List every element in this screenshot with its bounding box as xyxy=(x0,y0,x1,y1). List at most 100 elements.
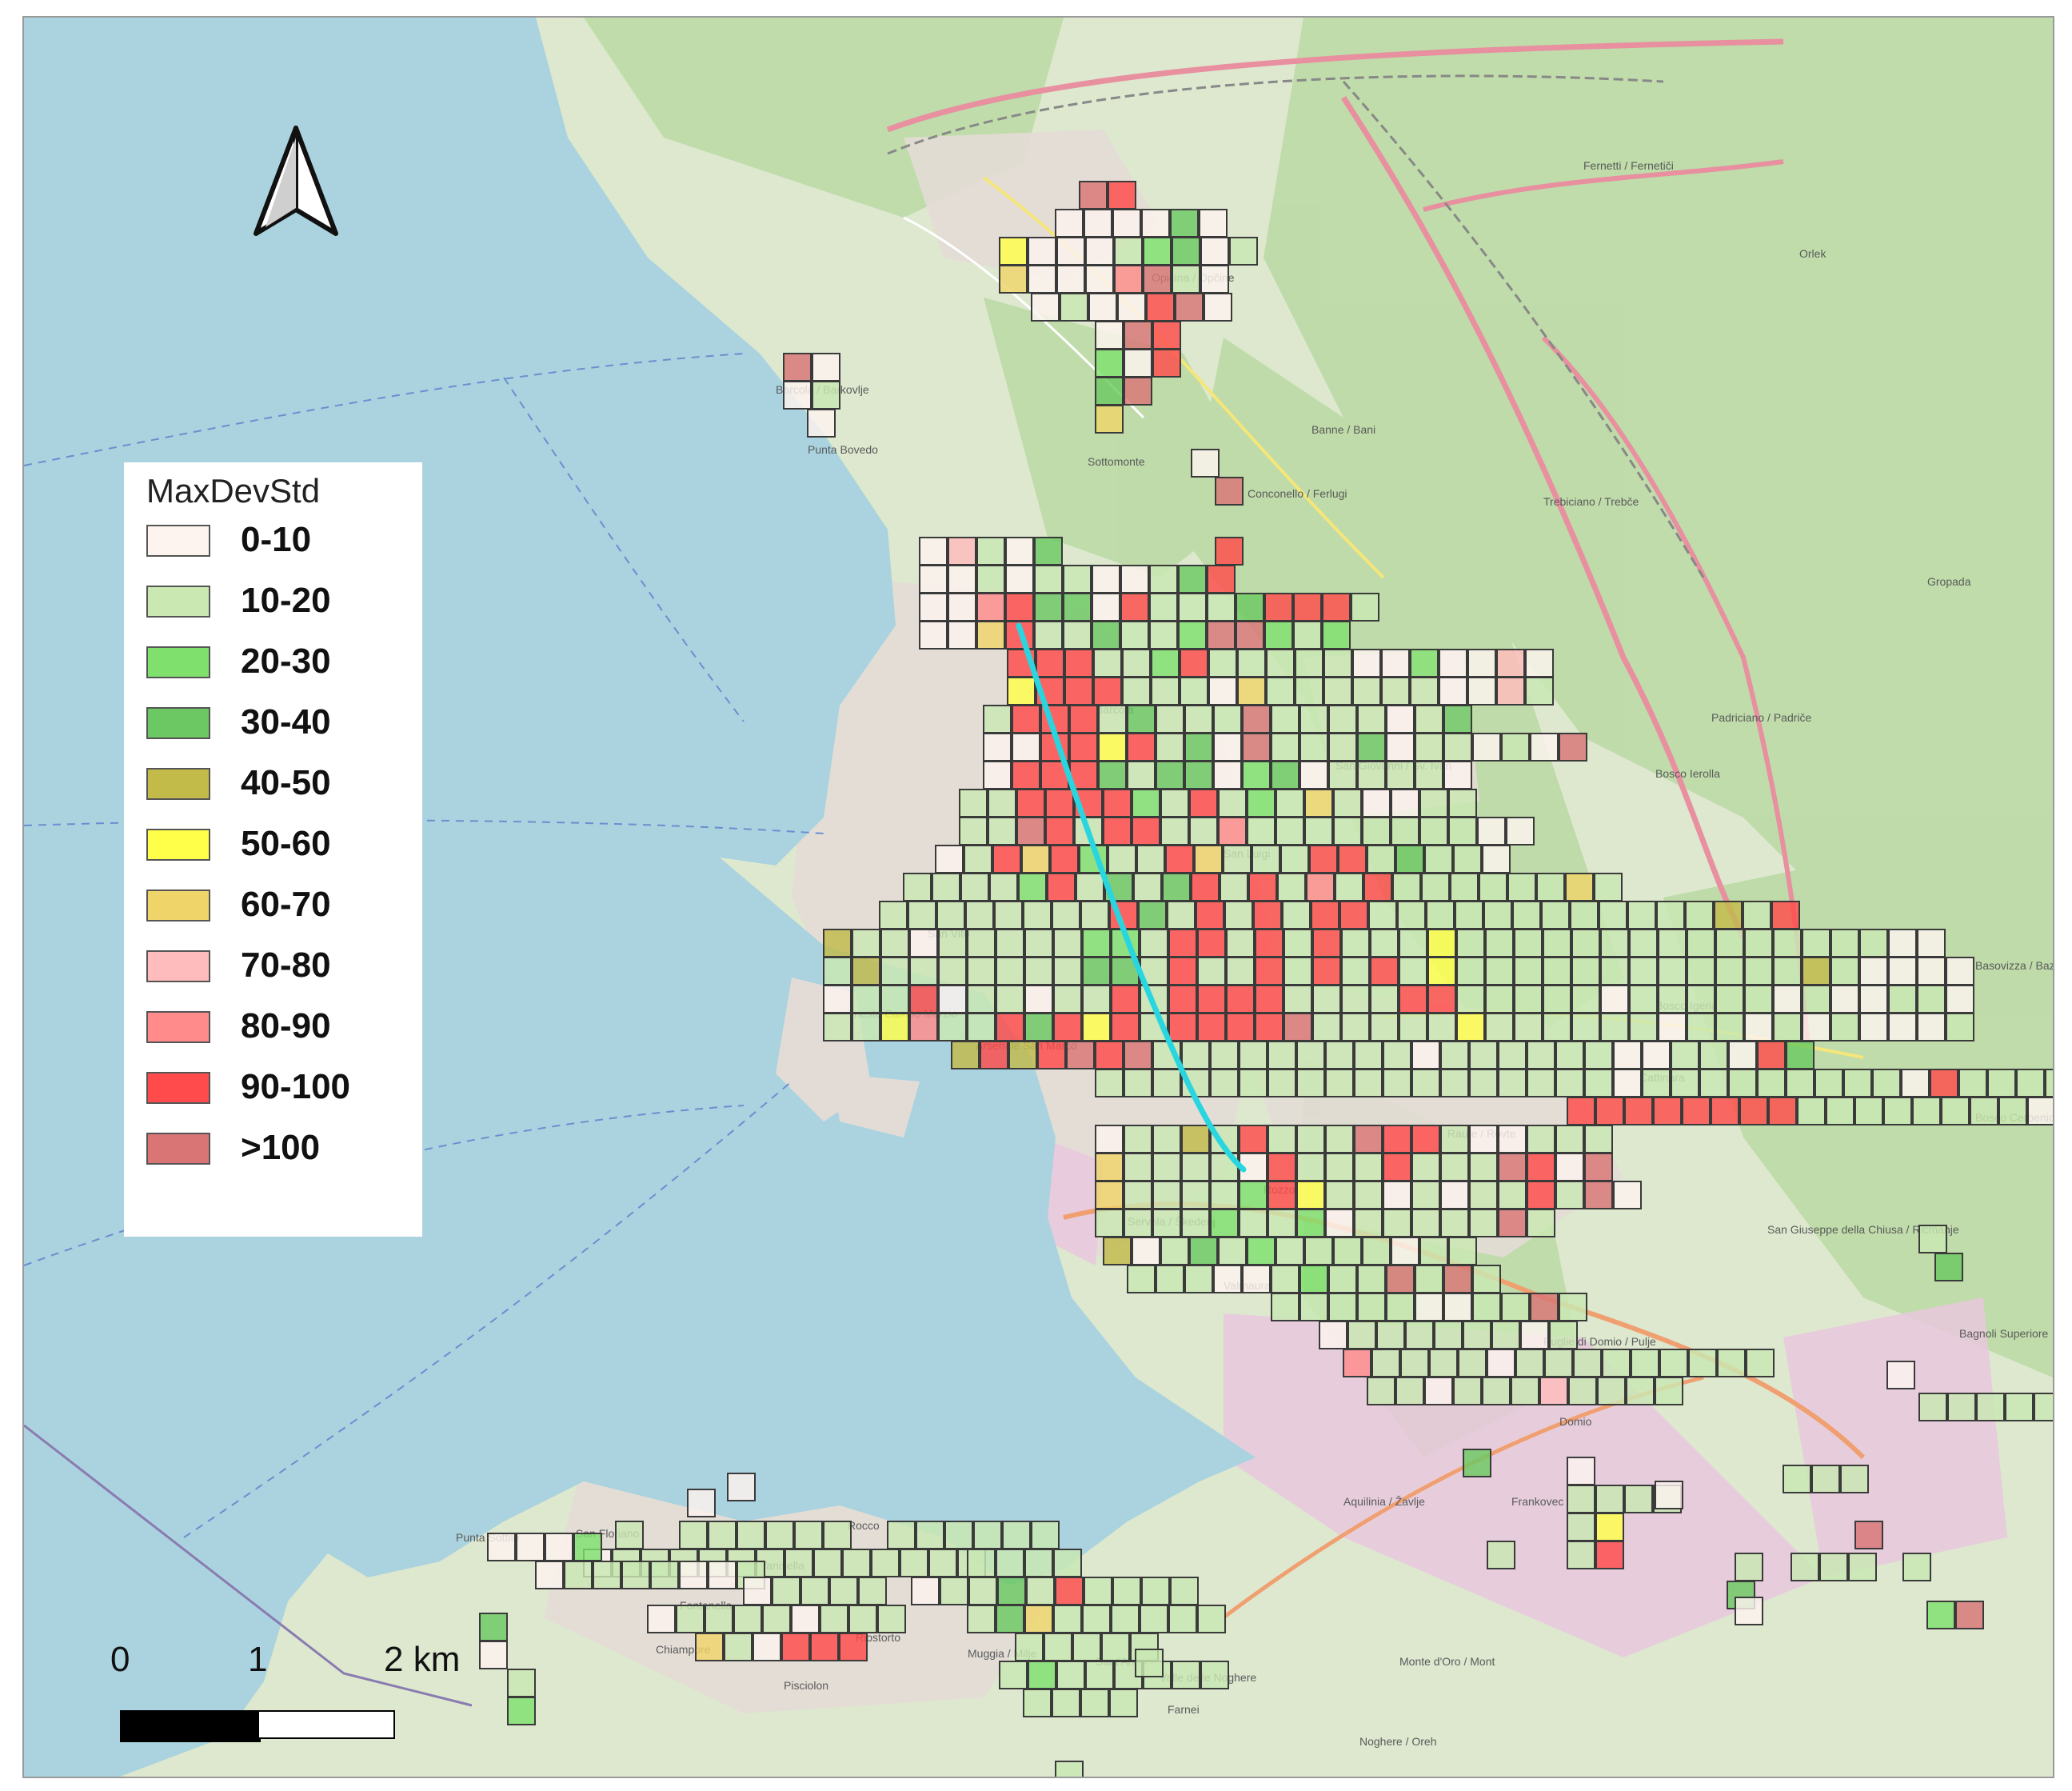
grid-cell xyxy=(1284,1013,1312,1041)
grid-cell xyxy=(1136,845,1165,874)
grid-cell xyxy=(647,1605,676,1633)
grid-cell xyxy=(762,1605,791,1633)
grid-cell xyxy=(1181,1041,1210,1069)
grid-cell xyxy=(1170,1577,1199,1605)
grid-cell xyxy=(1391,817,1419,846)
grid-cell xyxy=(1082,1013,1111,1041)
legend-swatch xyxy=(146,890,210,921)
grid-cell xyxy=(1299,1293,1328,1321)
grid-cell xyxy=(1411,1125,1440,1153)
grid-cell xyxy=(1063,593,1092,622)
place-label: Basovizza / Bazovica xyxy=(1975,959,2053,972)
grid-cell xyxy=(999,237,1028,266)
grid-cell xyxy=(1146,293,1175,322)
grid-cell xyxy=(932,873,960,901)
grid-cell xyxy=(1386,1293,1415,1321)
grid-cell xyxy=(1284,957,1312,985)
grid-cell xyxy=(903,873,932,901)
grid-cell xyxy=(650,1561,679,1589)
grid-cell xyxy=(1160,817,1189,846)
basemap[interactable]: Opicina / Opčine Barcola / Barkovlje Pun… xyxy=(24,18,2053,1777)
grid-cell xyxy=(1744,957,1773,985)
grid-cell xyxy=(1341,957,1370,985)
legend-label: 10-20 xyxy=(241,581,331,620)
grid-cell xyxy=(1687,1013,1715,1041)
map-frame[interactable]: Opicina / Opčine Barcola / Barkovlje Pun… xyxy=(22,16,2054,1778)
grid-cell xyxy=(1215,537,1244,566)
grid-cell xyxy=(1453,845,1482,874)
grid-cell xyxy=(1715,957,1744,985)
grid-cell xyxy=(1613,1041,1642,1069)
grid-cell xyxy=(1571,957,1600,985)
grid-cell xyxy=(1343,1349,1371,1377)
grid-cell xyxy=(1167,901,1196,929)
grid-cell xyxy=(935,845,964,874)
grid-cell xyxy=(1757,1041,1786,1069)
grid-cell xyxy=(1197,985,1226,1013)
grid-cell xyxy=(1786,1041,1814,1069)
grid-cell xyxy=(1024,1013,1053,1041)
grid-cell xyxy=(781,1633,810,1661)
grid-cell xyxy=(1888,985,1917,1013)
grid-cell xyxy=(1197,1013,1226,1041)
grid-cell xyxy=(1082,985,1111,1013)
grid-cell xyxy=(1247,789,1276,818)
grid-cell xyxy=(1080,901,1109,929)
grid-cell xyxy=(1357,705,1386,734)
grid-cell xyxy=(1168,985,1197,1013)
grid-cell xyxy=(1773,929,1802,957)
grid-cell xyxy=(1328,761,1357,790)
grid-cell xyxy=(1264,621,1293,650)
grid-cell xyxy=(765,1521,794,1549)
grid-cell xyxy=(1687,985,1715,1013)
grid-cell xyxy=(1555,1125,1584,1153)
grid-cell xyxy=(1773,985,1802,1013)
grid-cell xyxy=(1028,265,1056,294)
grid-cell xyxy=(1411,1069,1440,1097)
grid-cell xyxy=(772,1577,800,1605)
grid-cell xyxy=(1370,985,1399,1013)
grid-cell xyxy=(1208,677,1237,706)
grid-cell xyxy=(1016,817,1045,846)
grid-cell xyxy=(1658,957,1687,985)
grid-cell xyxy=(1456,985,1485,1013)
grid-cell xyxy=(593,1561,621,1589)
grid-cell xyxy=(948,621,976,650)
grid-cell xyxy=(1103,789,1132,818)
grid-cell xyxy=(1918,1393,1947,1421)
grid-cell xyxy=(1843,1069,1872,1097)
grid-cell xyxy=(1143,237,1172,266)
grid-cell xyxy=(916,1521,944,1549)
grid-cell xyxy=(1859,957,1888,985)
grid-cell xyxy=(852,929,880,957)
grid-cell xyxy=(1111,1013,1140,1041)
legend-label: >100 xyxy=(241,1128,321,1167)
grid-cell xyxy=(1419,789,1448,818)
grid-cell xyxy=(1514,929,1543,957)
grid-cell xyxy=(535,1561,564,1589)
grid-cell xyxy=(1034,565,1063,594)
grid-cell xyxy=(1515,1349,1544,1377)
grid-cell xyxy=(1386,705,1415,734)
grid-cell xyxy=(1127,733,1156,762)
grid-cell xyxy=(1117,293,1146,322)
grid-cell xyxy=(1021,845,1050,874)
grid-cell xyxy=(1627,901,1656,929)
grid-cell xyxy=(1419,1237,1448,1265)
grid-cell xyxy=(1237,649,1266,678)
grid-cell xyxy=(1210,1041,1239,1069)
grid-cell xyxy=(959,817,988,846)
place-label: Domio xyxy=(1559,1415,1592,1428)
grid-cell xyxy=(1624,1097,1653,1125)
grid-cell xyxy=(940,1577,968,1605)
grid-cell xyxy=(1744,985,1773,1013)
grid-cell xyxy=(1595,1097,1624,1125)
grid-cell xyxy=(1383,1069,1411,1097)
grid-cell xyxy=(1399,1013,1427,1041)
grid-cell xyxy=(989,873,1018,901)
grid-cell xyxy=(1312,957,1341,985)
grid-cell xyxy=(1172,237,1200,266)
grid-cell xyxy=(1567,1485,1595,1513)
grid-cell xyxy=(1926,1601,1955,1629)
grid-cell xyxy=(1226,985,1255,1013)
